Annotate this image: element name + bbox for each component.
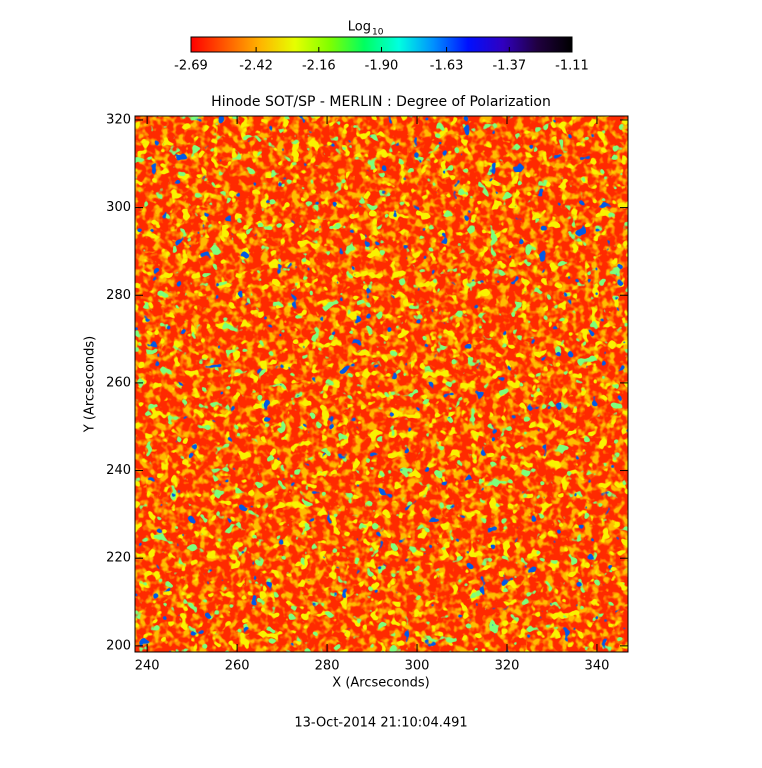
colorbar-tick-label: -1.11 (555, 59, 589, 74)
x-tick-label: 340 (585, 659, 610, 674)
y-tick-label: 220 (106, 551, 131, 566)
x-tick-label: 320 (495, 659, 520, 674)
colorbar-tick-label: -2.42 (239, 59, 273, 74)
colorbar-tick-label: -2.69 (174, 59, 208, 74)
x-axis-label: X (Arcseconds) (332, 676, 429, 691)
chart-title: Hinode SOT/SP - MERLIN : Degree of Polar… (211, 94, 551, 110)
colorbar-label-sub: 10 (372, 28, 384, 38)
colorbar-label: Log (348, 20, 371, 35)
x-tick-label: 280 (315, 659, 340, 674)
y-axis-label: Y (Arcseconds) (83, 336, 98, 433)
image (135, 116, 628, 652)
plot-frame (134, 115, 629, 653)
colorbar-tick-label: -1.37 (492, 59, 526, 74)
x-tick-label: 300 (405, 659, 430, 674)
y-tick-label: 240 (106, 463, 131, 478)
x-tick-label: 260 (225, 659, 250, 674)
y-tick-label: 320 (106, 112, 131, 127)
y-tick-label: 300 (106, 200, 131, 215)
colorbar-tick-label: -1.63 (430, 59, 464, 74)
y-tick-label: 200 (106, 638, 131, 653)
timestamp: 13-Oct-2014 21:10:04.491 (294, 716, 467, 731)
colorbar-tick-label: -2.16 (302, 59, 336, 74)
y-tick-label: 260 (106, 375, 131, 390)
colorbar-tick-label: -1.90 (365, 59, 399, 74)
x-tick-label: 240 (135, 659, 160, 674)
y-tick-label: 280 (106, 288, 131, 303)
